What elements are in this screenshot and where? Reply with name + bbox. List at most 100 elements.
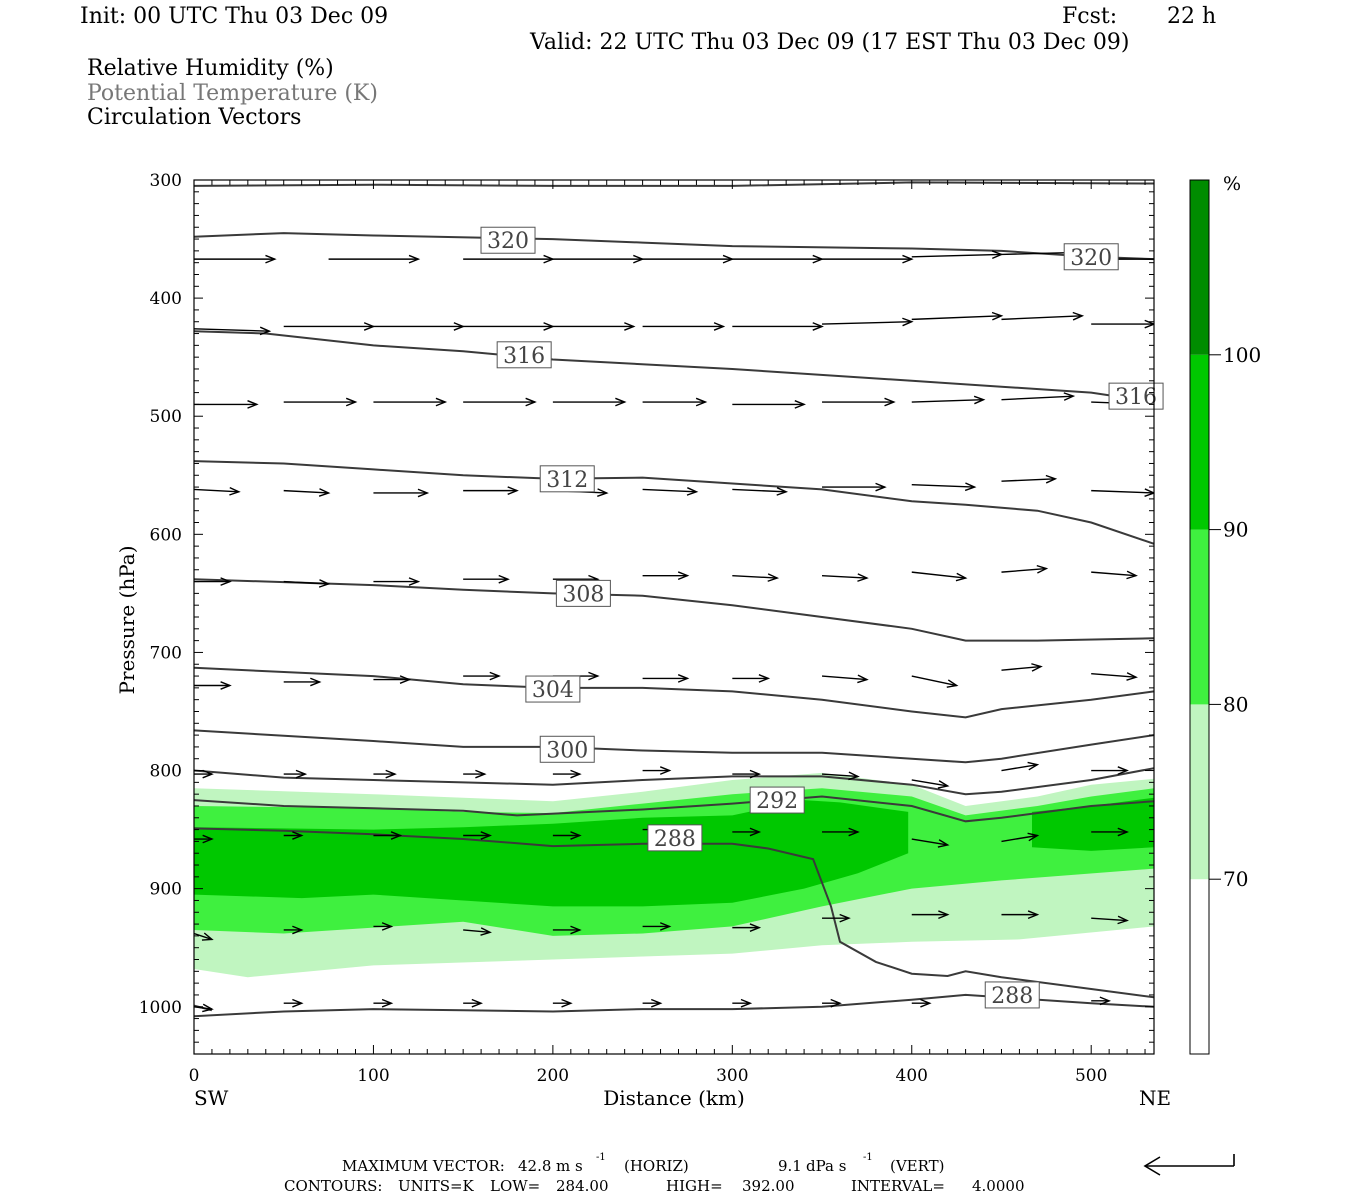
colorbar-tick-label: 80	[1223, 692, 1248, 716]
circulation-vector	[552, 998, 573, 1008]
contour-label-box	[480, 226, 536, 254]
circulation-vector	[463, 831, 492, 840]
circulation-vectors	[194, 247, 1154, 1013]
circulation-vector	[194, 932, 214, 941]
circulation-vector	[1091, 672, 1138, 681]
circulation-vector	[732, 487, 789, 496]
theta-contour-316	[194, 330, 1154, 403]
max-vert-exponent: -1	[863, 1152, 873, 1163]
circulation-vector	[283, 322, 376, 331]
circulation-vector	[822, 317, 914, 327]
circulation-vector	[642, 254, 735, 264]
circulation-vector	[642, 766, 672, 775]
contour-label-box	[539, 465, 595, 493]
circulation-vector	[911, 910, 950, 919]
y-axis-label: Pressure (hPa)	[115, 546, 139, 695]
circulation-vector	[911, 998, 932, 1008]
circulation-vector	[1001, 311, 1085, 321]
colorbar-segment	[1190, 354, 1209, 530]
reference-vector-arrow	[1143, 1154, 1235, 1176]
colorbar-segment	[1190, 180, 1209, 355]
theta-contour-320	[194, 232, 1154, 261]
circulation-vector	[328, 254, 421, 264]
circulation-vector	[1091, 488, 1154, 498]
circulation-vector	[732, 998, 753, 1008]
colorbar-segment	[1190, 704, 1209, 880]
circulation-vector	[642, 487, 699, 496]
x-tick-label: 500	[1075, 1066, 1107, 1086]
contour-label-box	[647, 824, 703, 852]
contours-high-label: HIGH=	[666, 1177, 723, 1195]
circulation-vector	[194, 577, 232, 586]
x-axis-label: Distance (km)	[603, 1086, 745, 1110]
colorbar-tick-label: 70	[1223, 867, 1248, 891]
theta-contour-320	[194, 181, 1154, 187]
theta-contour-304	[194, 666, 1154, 719]
circulation-vector	[732, 400, 806, 409]
forecast-label: Fcst:	[1062, 4, 1118, 29]
circulation-vector	[1091, 915, 1129, 925]
contour-label-312: 312	[546, 468, 588, 493]
contour-label-316: 316	[503, 344, 545, 369]
circulation-vector	[822, 254, 914, 264]
circulation-vector	[463, 574, 510, 584]
circulation-vector	[373, 922, 394, 931]
circulation-vector	[732, 674, 771, 683]
circulation-vector	[463, 671, 501, 681]
contour-label-320: 320	[1070, 246, 1112, 271]
circulation-vector	[552, 322, 636, 331]
x-tick-label: 400	[896, 1066, 928, 1086]
circulation-vector	[373, 769, 397, 779]
circulation-vector	[283, 769, 308, 779]
circulation-vector	[283, 998, 304, 1008]
y-tick-label: 800	[150, 762, 182, 782]
forecast-hours: 22 h	[1167, 4, 1217, 29]
theta-contour-312	[194, 460, 1154, 545]
circulation-vector	[911, 250, 1004, 260]
circulation-vector	[911, 838, 950, 848]
legend-potential-temperature: Potential Temperature (K)	[87, 81, 378, 106]
x-endpoint-sw: SW	[194, 1086, 229, 1110]
max-vert-unit: dPa s	[806, 1157, 847, 1175]
contours-label: CONTOURS:	[284, 1177, 383, 1195]
contour-label-300: 300	[546, 738, 588, 763]
contours-low-label: LOW=	[490, 1177, 541, 1195]
valid-time: Valid: 22 UTC Thu 03 Dec 09 (17 EST Thu …	[530, 30, 1130, 55]
circulation-vector	[732, 923, 762, 932]
circulation-vector	[463, 998, 483, 1008]
y-tick-label: 900	[150, 880, 182, 900]
contours-high-value: 392.00	[742, 1177, 795, 1195]
circulation-vector	[373, 488, 430, 498]
circulation-vector	[911, 311, 1004, 321]
circulation-vector	[732, 322, 824, 331]
contour-label-304: 304	[532, 678, 574, 703]
max-horiz-value: 42.8	[518, 1157, 552, 1175]
circulation-vector	[821, 674, 869, 684]
circulation-vector	[283, 677, 322, 687]
circulation-vector	[1001, 663, 1043, 672]
circulation-vector	[1001, 832, 1040, 843]
circulation-vector	[463, 769, 487, 779]
circulation-vector	[463, 927, 492, 936]
circulation-vector	[911, 675, 959, 688]
contour-label-288: 288	[991, 984, 1033, 1009]
theta-contour-292	[194, 795, 1154, 823]
y-tick-label: 1000	[139, 998, 182, 1018]
circulation-vector	[642, 998, 663, 1008]
y-tick-label: 700	[150, 643, 182, 663]
circulation-vector	[911, 779, 950, 789]
circulation-vector	[1091, 766, 1129, 775]
contours-low-value: 284.00	[556, 1177, 609, 1195]
circulation-vector	[463, 254, 555, 264]
colorbar-tick-label: 90	[1223, 518, 1248, 542]
circulation-vector	[821, 771, 860, 781]
circulation-vector	[642, 674, 690, 683]
max-horiz-note: (HORIZ)	[624, 1157, 689, 1175]
circulation-vector	[1001, 564, 1049, 574]
max-horiz-unit: m s	[556, 1157, 583, 1175]
max-vert-value: 9.1	[778, 1157, 802, 1175]
legend-relative-humidity: Relative Humidity (%)	[87, 56, 334, 81]
circulation-vector	[552, 769, 582, 779]
theta-contour-300	[194, 729, 1154, 764]
contour-label-box	[749, 786, 805, 814]
